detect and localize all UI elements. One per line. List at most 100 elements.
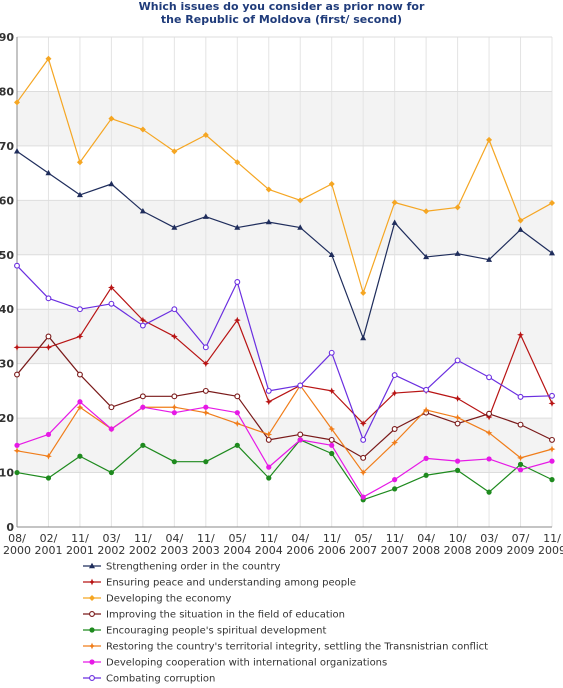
data-point bbox=[140, 404, 146, 410]
data-point bbox=[297, 431, 304, 438]
data-point bbox=[45, 452, 52, 460]
data-point bbox=[329, 442, 335, 448]
data-point bbox=[266, 475, 272, 481]
data-point bbox=[486, 410, 493, 417]
data-point bbox=[391, 439, 399, 447]
legend-label: Combating corruption bbox=[106, 674, 215, 685]
y-tick-label: 50 bbox=[0, 249, 14, 262]
data-point bbox=[76, 306, 83, 313]
legend-marker bbox=[89, 659, 95, 665]
legend-item: Encouraging people's spiritual developme… bbox=[83, 626, 326, 637]
data-point bbox=[297, 224, 304, 230]
x-tick-label: 11/ bbox=[197, 532, 215, 545]
x-tick-label: 2004 bbox=[255, 544, 283, 557]
x-tick-label: 2003 bbox=[192, 544, 220, 557]
data-point bbox=[517, 421, 524, 428]
data-point bbox=[171, 393, 178, 400]
series-line bbox=[16, 384, 553, 474]
data-point bbox=[108, 115, 115, 122]
series-8 bbox=[14, 262, 555, 443]
data-point bbox=[549, 436, 555, 443]
data-point bbox=[171, 410, 177, 416]
x-tick-label: 2007 bbox=[349, 544, 377, 557]
series-line bbox=[16, 150, 553, 339]
data-point bbox=[297, 197, 304, 204]
chart-title-line-2: the Republic of Moldova (first/ second) bbox=[160, 13, 403, 26]
y-tick-label: 20 bbox=[0, 412, 14, 425]
data-point bbox=[548, 445, 556, 453]
chart-title: Which issues do you consider as prior no… bbox=[0, 0, 563, 26]
data-point bbox=[77, 453, 83, 459]
data-point bbox=[171, 459, 177, 465]
data-point bbox=[234, 279, 241, 285]
plot-band bbox=[17, 418, 552, 473]
data-point bbox=[423, 208, 430, 215]
data-point bbox=[360, 454, 367, 461]
data-point bbox=[328, 349, 335, 356]
data-point bbox=[234, 393, 241, 400]
x-tick-label: 11/ bbox=[543, 532, 561, 545]
data-point bbox=[359, 469, 367, 476]
data-point bbox=[45, 295, 52, 302]
data-point bbox=[391, 389, 399, 397]
x-tick-label: 11/ bbox=[71, 532, 89, 545]
x-tick-label: 2006 bbox=[286, 544, 314, 557]
legend-marker bbox=[88, 578, 96, 586]
data-point bbox=[14, 99, 20, 106]
series-line bbox=[16, 439, 553, 501]
legend-item: Restoring the country's territorial inte… bbox=[83, 642, 488, 653]
data-point bbox=[202, 344, 209, 351]
plot-band bbox=[17, 91, 552, 146]
data-point bbox=[266, 464, 272, 470]
legend-label: Strengthening order in the country bbox=[106, 562, 280, 573]
data-point bbox=[549, 249, 555, 256]
x-tick-label: 04/ bbox=[166, 532, 184, 545]
data-point bbox=[454, 250, 461, 256]
data-point bbox=[549, 458, 555, 464]
data-point bbox=[45, 169, 52, 176]
x-tick-label: 2009 bbox=[507, 544, 535, 557]
x-tick-label: 11/ bbox=[134, 532, 152, 545]
data-point bbox=[202, 360, 210, 368]
legend-item: Developing cooperation with internationa… bbox=[83, 658, 387, 669]
data-point bbox=[13, 343, 21, 351]
plot-band bbox=[17, 309, 552, 364]
data-point bbox=[423, 386, 430, 393]
series-lines bbox=[13, 55, 556, 503]
data-point bbox=[234, 224, 241, 230]
data-point bbox=[171, 306, 178, 313]
data-point bbox=[108, 404, 115, 411]
legend-label: Improving the situation in the field of … bbox=[106, 610, 345, 621]
series-7 bbox=[14, 399, 555, 500]
x-tick-label: 03/ bbox=[103, 532, 121, 545]
series-1 bbox=[14, 148, 555, 341]
x-tick-label: 2002 bbox=[97, 544, 125, 557]
legend-marker bbox=[89, 611, 95, 617]
data-point bbox=[517, 393, 524, 400]
data-point bbox=[360, 494, 366, 500]
x-tick-label: 07/ bbox=[512, 532, 530, 545]
data-point bbox=[139, 316, 147, 324]
x-tick-label: 2009 bbox=[475, 544, 503, 557]
x-tick-label: 2006 bbox=[318, 544, 346, 557]
data-point bbox=[485, 429, 493, 437]
x-tick-label: 2007 bbox=[381, 544, 409, 557]
x-tick-label: 03/ bbox=[480, 532, 498, 545]
data-point bbox=[454, 414, 461, 421]
data-point bbox=[233, 420, 241, 427]
data-point bbox=[485, 413, 493, 421]
data-point bbox=[265, 218, 272, 225]
x-tick-label: 11/ bbox=[386, 532, 404, 545]
data-point bbox=[517, 461, 524, 467]
data-point bbox=[454, 357, 461, 364]
data-point bbox=[423, 455, 429, 461]
data-point bbox=[14, 148, 20, 154]
data-point bbox=[329, 450, 335, 457]
plot-band bbox=[17, 200, 552, 255]
legend-item: Ensuring peace and understanding among p… bbox=[83, 578, 356, 589]
data-point bbox=[76, 159, 83, 166]
data-point bbox=[202, 387, 209, 394]
legend-marker bbox=[88, 642, 96, 650]
data-point bbox=[454, 204, 461, 211]
